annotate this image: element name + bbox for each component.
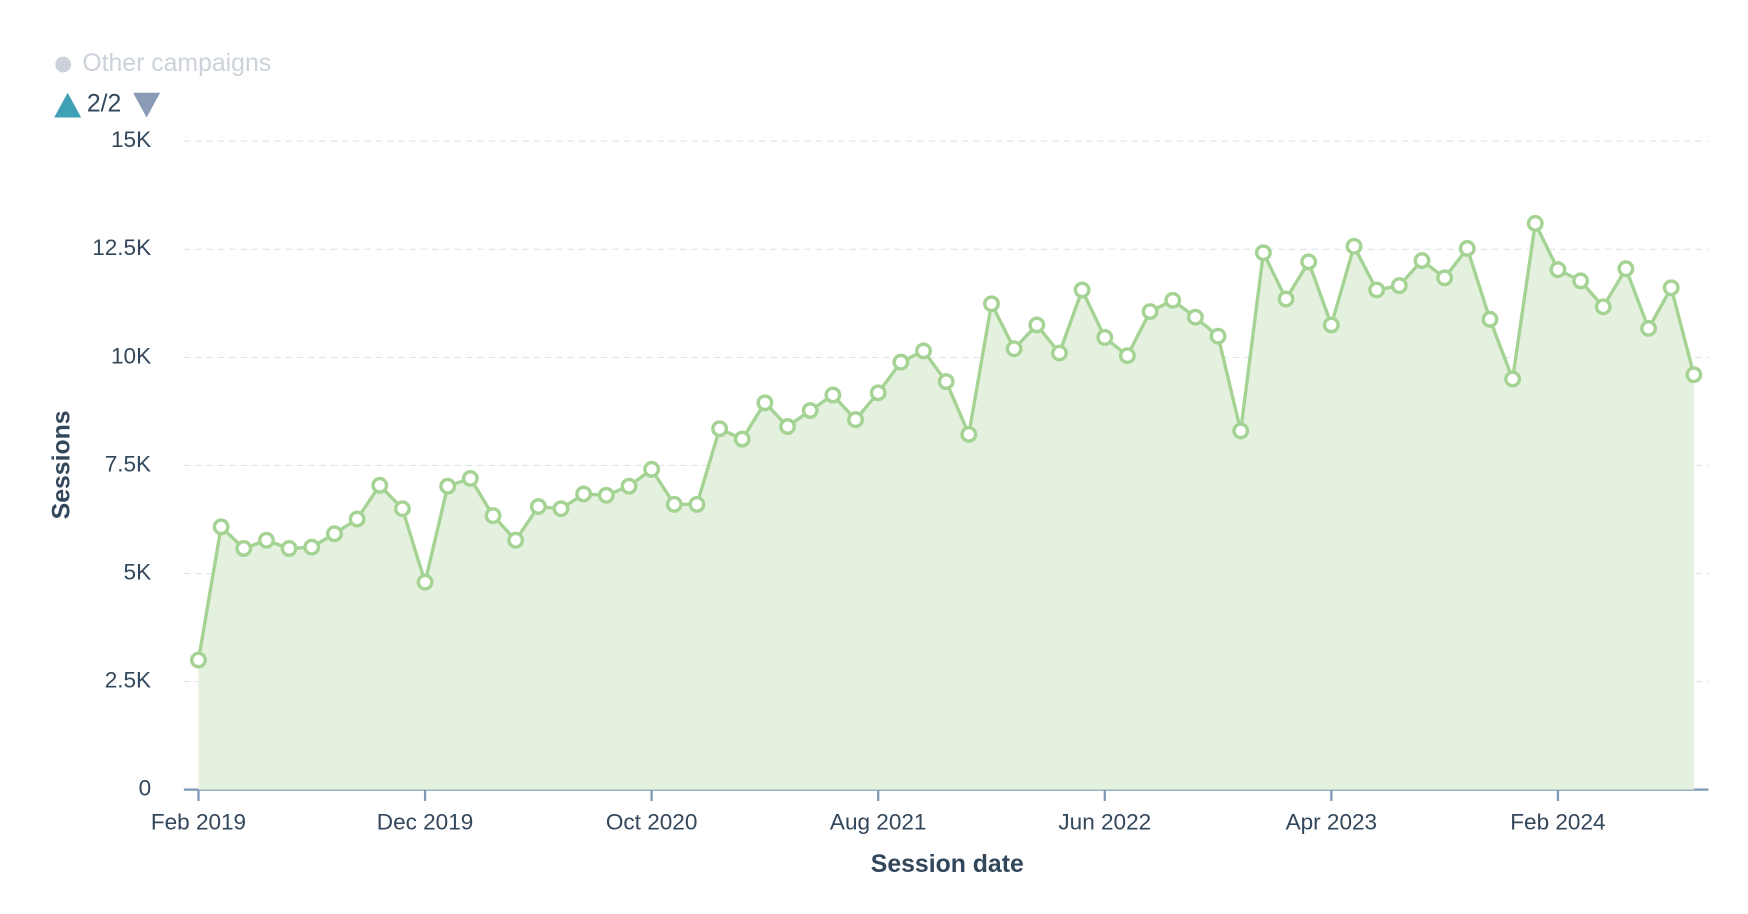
legend-prev[interactable] bbox=[54, 92, 82, 118]
legend-label[interactable]: Other campaigns bbox=[82, 50, 271, 77]
x-axis-title: Session date bbox=[871, 851, 1024, 878]
data-point bbox=[1028, 316, 1046, 334]
data-point bbox=[529, 498, 547, 515]
data-point bbox=[711, 420, 729, 438]
y-axis-title: Sessions bbox=[49, 410, 76, 519]
data-point bbox=[688, 495, 706, 513]
data-point bbox=[575, 485, 593, 503]
data-point bbox=[461, 469, 479, 487]
y-tick-label: 12.5K bbox=[92, 235, 151, 260]
data-point bbox=[371, 476, 389, 494]
data-point bbox=[847, 411, 865, 429]
data-point bbox=[1141, 303, 1159, 321]
data-point bbox=[1345, 237, 1363, 255]
data-point bbox=[643, 460, 661, 478]
data-point bbox=[257, 531, 275, 549]
data-point bbox=[1322, 316, 1340, 334]
data-point bbox=[1051, 344, 1068, 362]
data-point bbox=[416, 573, 434, 591]
data-point bbox=[620, 477, 638, 495]
data-point bbox=[1481, 310, 1499, 328]
data-point bbox=[1662, 279, 1680, 297]
area bbox=[198, 223, 1694, 790]
data-point bbox=[597, 486, 615, 504]
data-point bbox=[552, 500, 570, 518]
data-point bbox=[1617, 260, 1635, 278]
data-point bbox=[801, 402, 819, 420]
data-point bbox=[1073, 281, 1091, 299]
data-point bbox=[235, 540, 253, 557]
y-tick-label: 15K bbox=[111, 127, 151, 152]
data-point bbox=[1549, 261, 1567, 279]
x-tick-label: Oct 2020 bbox=[606, 809, 698, 834]
data-point bbox=[1572, 272, 1590, 290]
data-point bbox=[280, 540, 298, 557]
data-point bbox=[1458, 239, 1476, 257]
data-point bbox=[303, 538, 321, 556]
data-point bbox=[1436, 269, 1454, 287]
legend-page: 2/2 bbox=[87, 91, 121, 118]
y-tick-label: 2.5K bbox=[105, 668, 151, 693]
data-point bbox=[756, 394, 774, 412]
data-point bbox=[892, 353, 910, 371]
x-tick-label: Jun 2022 bbox=[1058, 809, 1151, 834]
data-point bbox=[1368, 281, 1386, 299]
data-point bbox=[1186, 308, 1204, 326]
data-point bbox=[824, 386, 842, 404]
data-point bbox=[348, 510, 366, 528]
data-point bbox=[1005, 340, 1023, 358]
data-point bbox=[393, 500, 411, 518]
legend: Other campaigns 2/2 bbox=[54, 50, 271, 118]
legend-marker bbox=[55, 56, 72, 73]
data-point bbox=[190, 651, 207, 669]
x-tick-label: Feb 2019 bbox=[151, 809, 246, 834]
data-point bbox=[1164, 291, 1182, 309]
data-point bbox=[439, 477, 457, 495]
data-point bbox=[1390, 277, 1408, 295]
data-point bbox=[1413, 252, 1431, 270]
x-tick-label: Feb 2024 bbox=[1510, 809, 1605, 834]
data-point bbox=[212, 518, 230, 536]
data-point bbox=[733, 430, 751, 448]
data-point bbox=[937, 373, 955, 391]
data-point bbox=[1254, 244, 1272, 262]
data-point bbox=[779, 418, 797, 436]
data-point bbox=[1526, 214, 1544, 232]
x-tick-label: Apr 2023 bbox=[1286, 809, 1378, 834]
data-point bbox=[1594, 298, 1612, 316]
data-point bbox=[960, 425, 978, 443]
data-point bbox=[1640, 319, 1658, 337]
data-point bbox=[665, 495, 683, 513]
data-point bbox=[869, 384, 887, 402]
data-point bbox=[1504, 370, 1522, 388]
data-point bbox=[915, 342, 932, 360]
data-point bbox=[484, 507, 502, 525]
data-point bbox=[1096, 329, 1114, 346]
data-point bbox=[325, 525, 343, 543]
y-tick-label: 5K bbox=[124, 559, 152, 584]
x-tick-label: Aug 2021 bbox=[830, 809, 927, 834]
data-point bbox=[1209, 327, 1227, 345]
legend-next[interactable] bbox=[133, 92, 161, 118]
data-point bbox=[1118, 347, 1136, 365]
data-point bbox=[1685, 366, 1703, 384]
y-tick-label: 10K bbox=[111, 343, 151, 368]
y-tick-label: 0 bbox=[139, 776, 152, 801]
data-point bbox=[507, 531, 525, 549]
data-point bbox=[983, 295, 1000, 313]
data-point bbox=[1277, 290, 1295, 308]
data-point bbox=[1232, 422, 1250, 440]
x-tick-label: Dec 2019 bbox=[377, 809, 474, 834]
data-point bbox=[1300, 253, 1318, 271]
y-tick-label: 7.5K bbox=[105, 451, 151, 476]
